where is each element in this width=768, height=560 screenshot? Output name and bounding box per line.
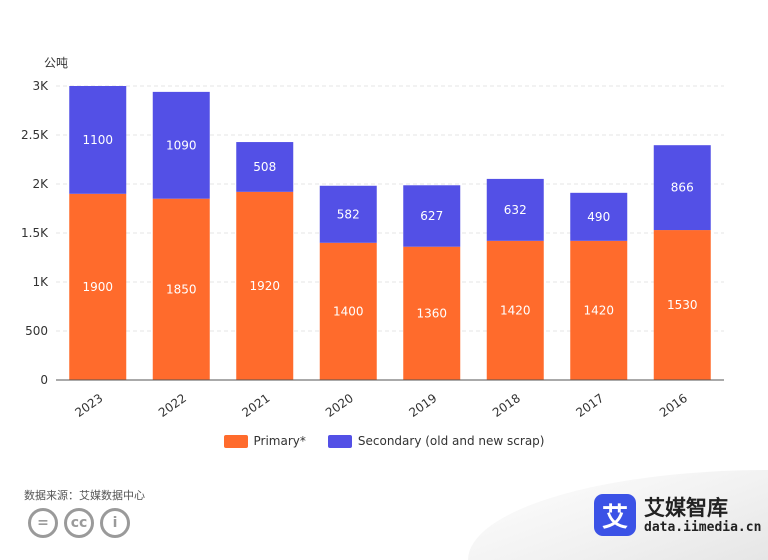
bar-segment-primary (403, 246, 461, 380)
legend: Primary* Secondary (old and new scrap) (0, 434, 768, 448)
legend-label: Secondary (old and new scrap) (357, 434, 545, 448)
chart-area: 公吨 1900 1100 1850 1090 1920 508 1400 582 1360 627… (21, 56, 724, 420)
y-tick-label: 2K (32, 177, 49, 191)
bar-segment-primary (653, 230, 711, 380)
legend-swatch (223, 434, 248, 448)
brand-url: data.iimedia.cn (644, 519, 762, 535)
bar-segment-primary (236, 191, 294, 380)
x-tick-label: 2018 (490, 391, 523, 420)
bar-value-label: 582 (337, 207, 360, 221)
legend-label: Primary* (253, 434, 306, 448)
y-tick-label: 1K (32, 275, 49, 289)
person-icon: i (100, 508, 130, 538)
y-tick-label: 0 (40, 373, 48, 387)
bar-value-label: 1900 (82, 280, 113, 294)
bar-segment-primary (69, 193, 127, 380)
bar-segment-secondary (486, 178, 544, 241)
bar-value-label: 1100 (82, 133, 113, 147)
bar-segment-secondary (69, 86, 127, 194)
bar-segment-secondary (152, 91, 210, 199)
bar-value-label: 1360 (416, 306, 447, 320)
bar-segment-secondary (319, 185, 377, 243)
license-icons: = cc i (28, 508, 130, 538)
legend-item[interactable]: Secondary (old and new scrap) (327, 434, 545, 448)
legend-item[interactable]: Primary* (223, 434, 306, 448)
bar-value-label: 866 (671, 181, 694, 195)
x-tick-label: 2016 (657, 391, 690, 420)
bar-segment-primary (570, 240, 628, 380)
cc-icon: cc (64, 508, 94, 538)
y-tick-label: 3K (32, 79, 49, 93)
bar-value-label: 490 (587, 210, 610, 224)
bar-value-label: 627 (420, 209, 443, 223)
brand-name: 艾媒智库 (644, 495, 728, 520)
bar-segment-secondary (653, 145, 711, 231)
x-tick-label: 2017 (573, 391, 606, 420)
x-tick-label: 2021 (239, 391, 272, 420)
brand: 艾 艾媒智库 data.iimedia.cn (594, 494, 761, 536)
bar-value-label: 508 (253, 160, 276, 174)
y-unit-label: 公吨 (44, 56, 68, 70)
x-tick-label: 2023 (72, 391, 105, 420)
data-source: 数据来源：艾媒数据中心 (24, 489, 145, 502)
bar-value-label: 1420 (500, 303, 531, 317)
bar-segment-primary (486, 240, 544, 380)
x-tick-label: 2022 (156, 391, 189, 420)
bar-value-label: 1530 (667, 298, 698, 312)
bar-value-label: 1920 (249, 279, 280, 293)
equals-icon: = (28, 508, 58, 538)
bar-value-label: 632 (504, 203, 527, 217)
x-tick-label: 2019 (406, 391, 439, 420)
bar-segment-secondary (570, 192, 628, 241)
y-tick-label: 1.5K (21, 226, 49, 240)
bar-segment-primary (319, 242, 377, 380)
bars: 1900 1100 1850 1090 1920 508 1400 582 1360 627 142… (69, 86, 711, 380)
bar-value-label: 1850 (166, 282, 197, 296)
bar-segment-primary (152, 198, 210, 380)
legend-swatch (327, 434, 352, 448)
y-tick-label: 500 (25, 324, 48, 338)
x-tick-label: 2020 (323, 391, 356, 420)
brand-logo-icon: 艾 (594, 494, 636, 536)
bar-value-label: 1420 (583, 303, 614, 317)
bar-value-label: 1400 (333, 304, 364, 318)
y-tick-label: 2.5K (21, 128, 49, 142)
bar-segment-secondary (236, 142, 294, 192)
bar-value-label: 1090 (166, 138, 197, 152)
bar-segment-secondary (403, 185, 461, 247)
